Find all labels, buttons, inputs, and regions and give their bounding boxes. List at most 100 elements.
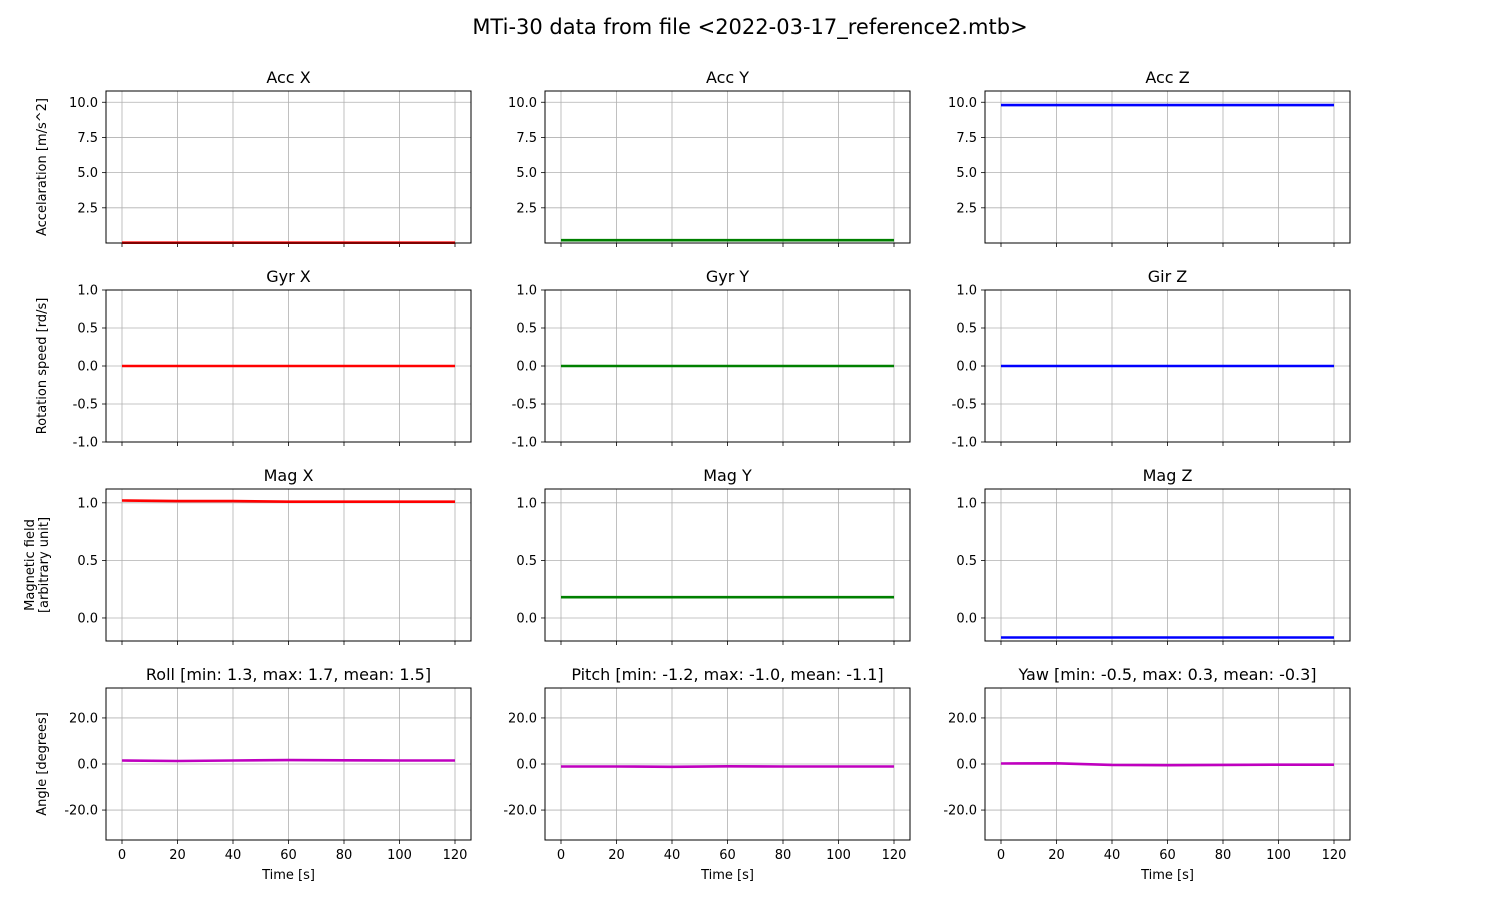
x-tick-label: 80 (336, 848, 353, 863)
subplot-acc-x: Acc X 2.5 5.0 7.5 10.0 (69, 68, 472, 247)
y-tick-label: 20.0 (508, 711, 537, 726)
x-tick-label: 20 (608, 848, 625, 863)
axes-frame (544, 90, 911, 244)
x-tick-label: 20 (169, 848, 186, 863)
subplot-title: Mag Z (1143, 466, 1193, 485)
axes-frame (105, 488, 472, 642)
x-axis-label: Time [s] (1140, 868, 1194, 883)
y-tick-label: 2.5 (956, 201, 977, 216)
y-tick-label: -20.0 (503, 804, 537, 819)
axes-frame (544, 289, 911, 443)
x-tick-label: 100 (1266, 848, 1291, 863)
x-tick-label: 120 (443, 848, 468, 863)
subplot-title: Acc Y (706, 68, 749, 87)
y-axis-label: Rotation speed [rd/s] (35, 298, 50, 435)
y-tick-label: 5.0 (77, 166, 98, 181)
axes-frame (105, 687, 472, 841)
y-tick-label: 1.0 (956, 284, 977, 299)
y-tick-label: 0.0 (77, 611, 98, 626)
y-tick-label: -20.0 (64, 804, 98, 819)
y-tick-label: -1.0 (952, 436, 977, 451)
subplot-title: Mag X (264, 466, 314, 485)
y-tick-label: -1.0 (512, 436, 537, 451)
y-tick-label: 2.5 (77, 201, 98, 216)
y-tick-label: 7.5 (516, 131, 537, 146)
figure-title: MTi-30 data from file <2022-03-17_refere… (472, 15, 1027, 40)
x-tick-label: 60 (719, 848, 736, 863)
x-axis-label: Time [s] (261, 868, 315, 883)
subplot-gir-z: Gir Z -1.0 -0.5 0.0 0.5 1.0 (952, 267, 1351, 451)
x-tick-label: 100 (826, 848, 851, 863)
y-tick-label: 20.0 (69, 711, 98, 726)
y-tick-label: -0.5 (952, 398, 977, 413)
x-tick-label: 100 (387, 848, 412, 863)
subplot-grid: Accelaration [m/s^2]Acc X2.55.07.510.0Ac… (23, 68, 1351, 883)
data-series-line (1000, 761, 1334, 767)
y-tick-label: 0.0 (516, 360, 537, 375)
axes-frame (105, 90, 472, 244)
subplot-title: Gyr Y (706, 267, 750, 286)
subplot-acc-y: Acc Y 2.5 5.0 7.5 10.0 (508, 68, 911, 247)
data-series-line (121, 758, 455, 763)
data-series-line (561, 764, 894, 769)
subplot-mag-x: Mag X 0.0 0.5 1.0 (77, 466, 472, 645)
y-axis-label: Angle [degrees] (35, 712, 50, 816)
y-tick-label: 2.5 (516, 201, 537, 216)
x-axis-label: Time [s] (700, 868, 754, 883)
y-tick-label: 0.5 (956, 322, 977, 337)
y-tick-label: 0.0 (516, 611, 537, 626)
subplot-yaw-min: Yaw [min: -0.5, max: 0.3, mean: -0.3] 0 20… (943, 665, 1351, 883)
subplot-acc-z: Acc Z 2.5 5.0 7.5 10.0 (948, 68, 1351, 247)
subplot-gyr-x: Gyr X -1.0 -0.5 0.0 0.5 1.0 (73, 267, 472, 451)
x-tick-label: 80 (1215, 848, 1232, 863)
y-tick-label: -0.5 (73, 398, 98, 413)
y-tick-label: 0.0 (77, 758, 98, 773)
y-tick-label: 0.0 (516, 758, 537, 773)
subplot-roll-min: Roll [min: 1.3, max: 1.7, mean: 1.5] 0 20 4… (64, 665, 472, 883)
subplot-pitch-min: Pitch [min: -1.2, max: -1.0, mean: -1.1]… (503, 665, 911, 883)
y-tick-label: 10.0 (508, 96, 537, 111)
y-tick-label: 0.5 (516, 322, 537, 337)
y-tick-label: 0.0 (77, 360, 98, 375)
y-tick-label: -1.0 (73, 436, 98, 451)
y-tick-label: 20.0 (948, 711, 977, 726)
y-tick-label: 10.0 (69, 96, 98, 111)
y-tick-label: 10.0 (948, 96, 977, 111)
y-axis-label-line: Rotation speed [rd/s] (35, 298, 50, 435)
y-tick-label: 0.5 (77, 554, 98, 569)
x-tick-label: 60 (280, 848, 297, 863)
x-tick-label: 60 (1159, 848, 1176, 863)
data-series-line (121, 499, 455, 504)
y-tick-label: 7.5 (77, 131, 98, 146)
y-tick-label: 0.0 (956, 611, 977, 626)
y-axis-label-line: Accelaration [m/s^2] (35, 98, 50, 236)
axes-frame (105, 289, 472, 443)
subplot-mag-y: Mag Y 0.0 0.5 1.0 (516, 466, 911, 645)
subplot-gyr-y: Gyr Y -1.0 -0.5 0.0 0.5 1.0 (512, 267, 911, 451)
axes-frame (984, 687, 1351, 841)
subplot-title: Yaw [min: -0.5, max: 0.3, mean: -0.3] (1017, 665, 1316, 684)
axes-frame (984, 488, 1351, 642)
y-tick-label: 1.0 (77, 284, 98, 299)
x-tick-label: 40 (664, 848, 681, 863)
subplot-title: Gyr X (266, 267, 311, 286)
y-axis-label-line: Angle [degrees] (35, 712, 50, 816)
subplot-title: Acc X (266, 68, 310, 87)
x-tick-label: 0 (557, 848, 565, 863)
y-tick-label: 5.0 (516, 166, 537, 181)
y-tick-label: 0.5 (956, 554, 977, 569)
axes-frame (544, 687, 911, 841)
subplot-title: Mag Y (703, 466, 752, 485)
y-tick-label: 1.0 (956, 496, 977, 511)
x-tick-label: 0 (118, 848, 126, 863)
x-tick-label: 0 (997, 848, 1005, 863)
y-tick-label: -0.5 (512, 398, 537, 413)
y-tick-label: 1.0 (77, 496, 98, 511)
subplot-title: Roll [min: 1.3, max: 1.7, mean: 1.5] (146, 665, 431, 684)
x-tick-label: 80 (775, 848, 792, 863)
y-axis-label-line: Magnetic field (23, 519, 38, 611)
x-tick-label: 40 (1104, 848, 1121, 863)
x-tick-label: 40 (225, 848, 242, 863)
